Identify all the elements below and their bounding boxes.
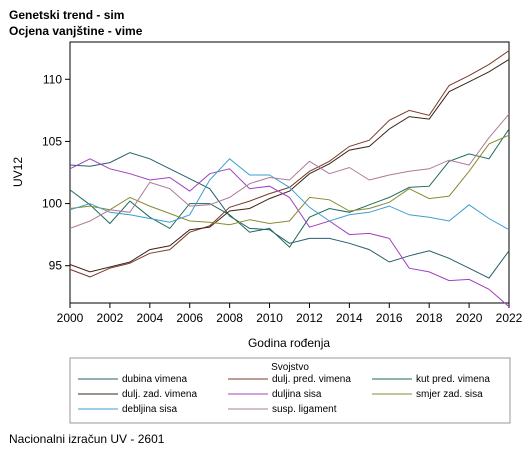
x-tick-label: 2002 [97,311,124,325]
legend-entry-label: kut pred. vimena [416,374,490,385]
legend-title: Svojstvo [271,362,309,373]
chart-subtitle: Ocjena vanjštine - vime [9,24,143,38]
y-axis: 95 100 105 110 [42,72,70,273]
y-tick-label: 105 [42,134,62,148]
series-line-3 [69,128,510,248]
legend-entry-label: susp. ligament [272,404,337,415]
y-tick-label: 110 [43,72,62,86]
footnote: Nacionalni izračun UV - 2601 [9,432,165,446]
y-tick-label: 95 [49,259,63,273]
x-tick-label: 2008 [216,311,243,325]
x-tick-label: 2004 [136,311,163,325]
series-line-4 [69,58,510,273]
legend-entry-label: debljina sisa [122,404,177,415]
series-line-6 [69,134,510,226]
x-tick-label: 2016 [376,311,403,325]
x-tick-label: 2014 [336,311,363,325]
series-line-5 [69,158,510,308]
x-tick-label: 2010 [256,311,283,325]
legend-entry-label: dulj. zad. vimena [122,389,197,400]
x-tick-label: 2022 [496,311,523,325]
plot-area-border [69,41,510,304]
x-tick-label: 2018 [416,311,443,325]
chart-title: Genetski trend - sim [9,8,125,22]
legend-entry-label: duljina sisa [272,389,322,400]
legend-entry-label: dubina vimena [122,374,187,385]
series-line-7 [69,158,510,231]
legend-entry-label: smjer zad. sisa [416,389,483,400]
x-tick-label: 2006 [176,311,203,325]
series-lines [69,50,510,308]
x-tick-label: 2020 [456,311,483,325]
x-axis-label: Godina rođenja [248,336,330,350]
x-axis: 2000 2002 2004 2006 2008 2010 2012 2014 2016 2018… [57,303,523,325]
series-line-1 [69,152,510,279]
legend-entry-label: dulj. pred. vimena [272,374,351,385]
legend: Svojstvo dubina vimena dulj. pred. vimena… [69,357,511,424]
y-tick-label: 100 [42,197,62,211]
y-axis-label: UV12 [11,157,25,187]
x-tick-label: 2000 [57,311,84,325]
legend-box [69,357,511,424]
plot-frame [69,41,510,304]
x-tick-label: 2012 [296,311,323,325]
series-line-8 [69,113,510,229]
